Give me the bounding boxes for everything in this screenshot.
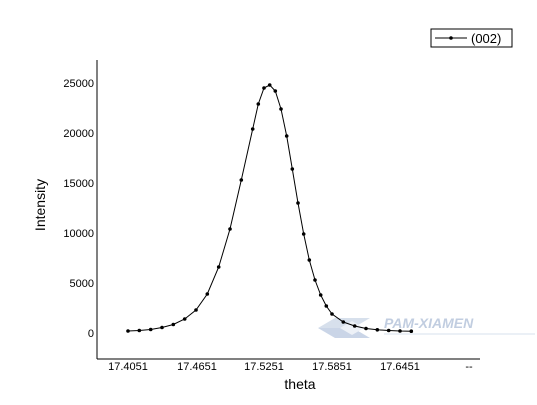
series-line: [127, 84, 412, 332]
y-tick-label-10000: 10000: [63, 228, 94, 240]
data-point: [171, 322, 176, 327]
data-point: [386, 328, 391, 333]
x-tick-label-1: 17.4051: [108, 361, 148, 373]
data-point: [126, 329, 130, 333]
data-point: [262, 86, 266, 90]
data-point: [409, 329, 414, 334]
data-point: [318, 293, 323, 297]
x-axis-title: theta: [284, 376, 315, 392]
data-point: [352, 324, 357, 328]
data-point: [205, 292, 210, 296]
x-tick-label-4: 17.5851: [312, 361, 352, 373]
data-point: [313, 278, 317, 282]
legend-box: [430, 28, 513, 48]
x-tick-label-2: 17.4651: [177, 361, 217, 373]
y-axis-title: Intensity: [32, 179, 48, 231]
data-point: [279, 107, 283, 111]
x-tick-label-6: --: [465, 361, 473, 373]
data-point: [375, 328, 380, 332]
data-point: [284, 134, 289, 138]
x-tick-label-3: 17.5251: [244, 361, 284, 373]
data-point: [250, 127, 255, 131]
data-point: [273, 89, 278, 93]
x-tick-label-5: 17.6451: [380, 361, 420, 373]
data-point: [330, 312, 334, 316]
data-point: [182, 317, 187, 321]
watermark: PAM-XIAMEN: [318, 315, 535, 338]
legend: (002): [430, 28, 513, 48]
data-point: [364, 326, 368, 331]
watermark-text: PAM-XIAMEN: [384, 315, 474, 331]
legend-dot-marker: [449, 36, 453, 40]
y-tick-label-5000: 5000: [70, 278, 94, 290]
data-point: [307, 258, 312, 262]
data-point: [216, 265, 221, 269]
data-point: [341, 320, 346, 324]
diamond-logo-icon: [318, 318, 370, 338]
data-point: [137, 328, 142, 333]
legend-label: (002): [471, 31, 501, 46]
data-point: [398, 329, 402, 333]
data-point: [267, 83, 272, 87]
y-tick-labels: 0 5000 10000 15000 20000 25000: [63, 78, 94, 340]
y-tick-label-15000: 15000: [63, 178, 94, 190]
data-point: [228, 227, 232, 231]
data-point: [290, 167, 295, 171]
x-tick-labels: 17.4051 17.4651 17.5251 17.5851 17.6451 …: [108, 361, 473, 373]
y-tick-label-20000: 20000: [63, 128, 94, 140]
data-point: [256, 102, 261, 106]
data-point: [239, 178, 244, 182]
data-point: [194, 308, 198, 312]
data-point: [301, 232, 306, 236]
data-point: [148, 327, 153, 332]
data-point: [296, 201, 300, 205]
y-tick-label-25000: 25000: [63, 78, 94, 90]
y-tick-label-0: 0: [88, 328, 94, 340]
data-point: [160, 325, 164, 330]
series-002: [126, 83, 414, 334]
data-point: [324, 304, 329, 308]
